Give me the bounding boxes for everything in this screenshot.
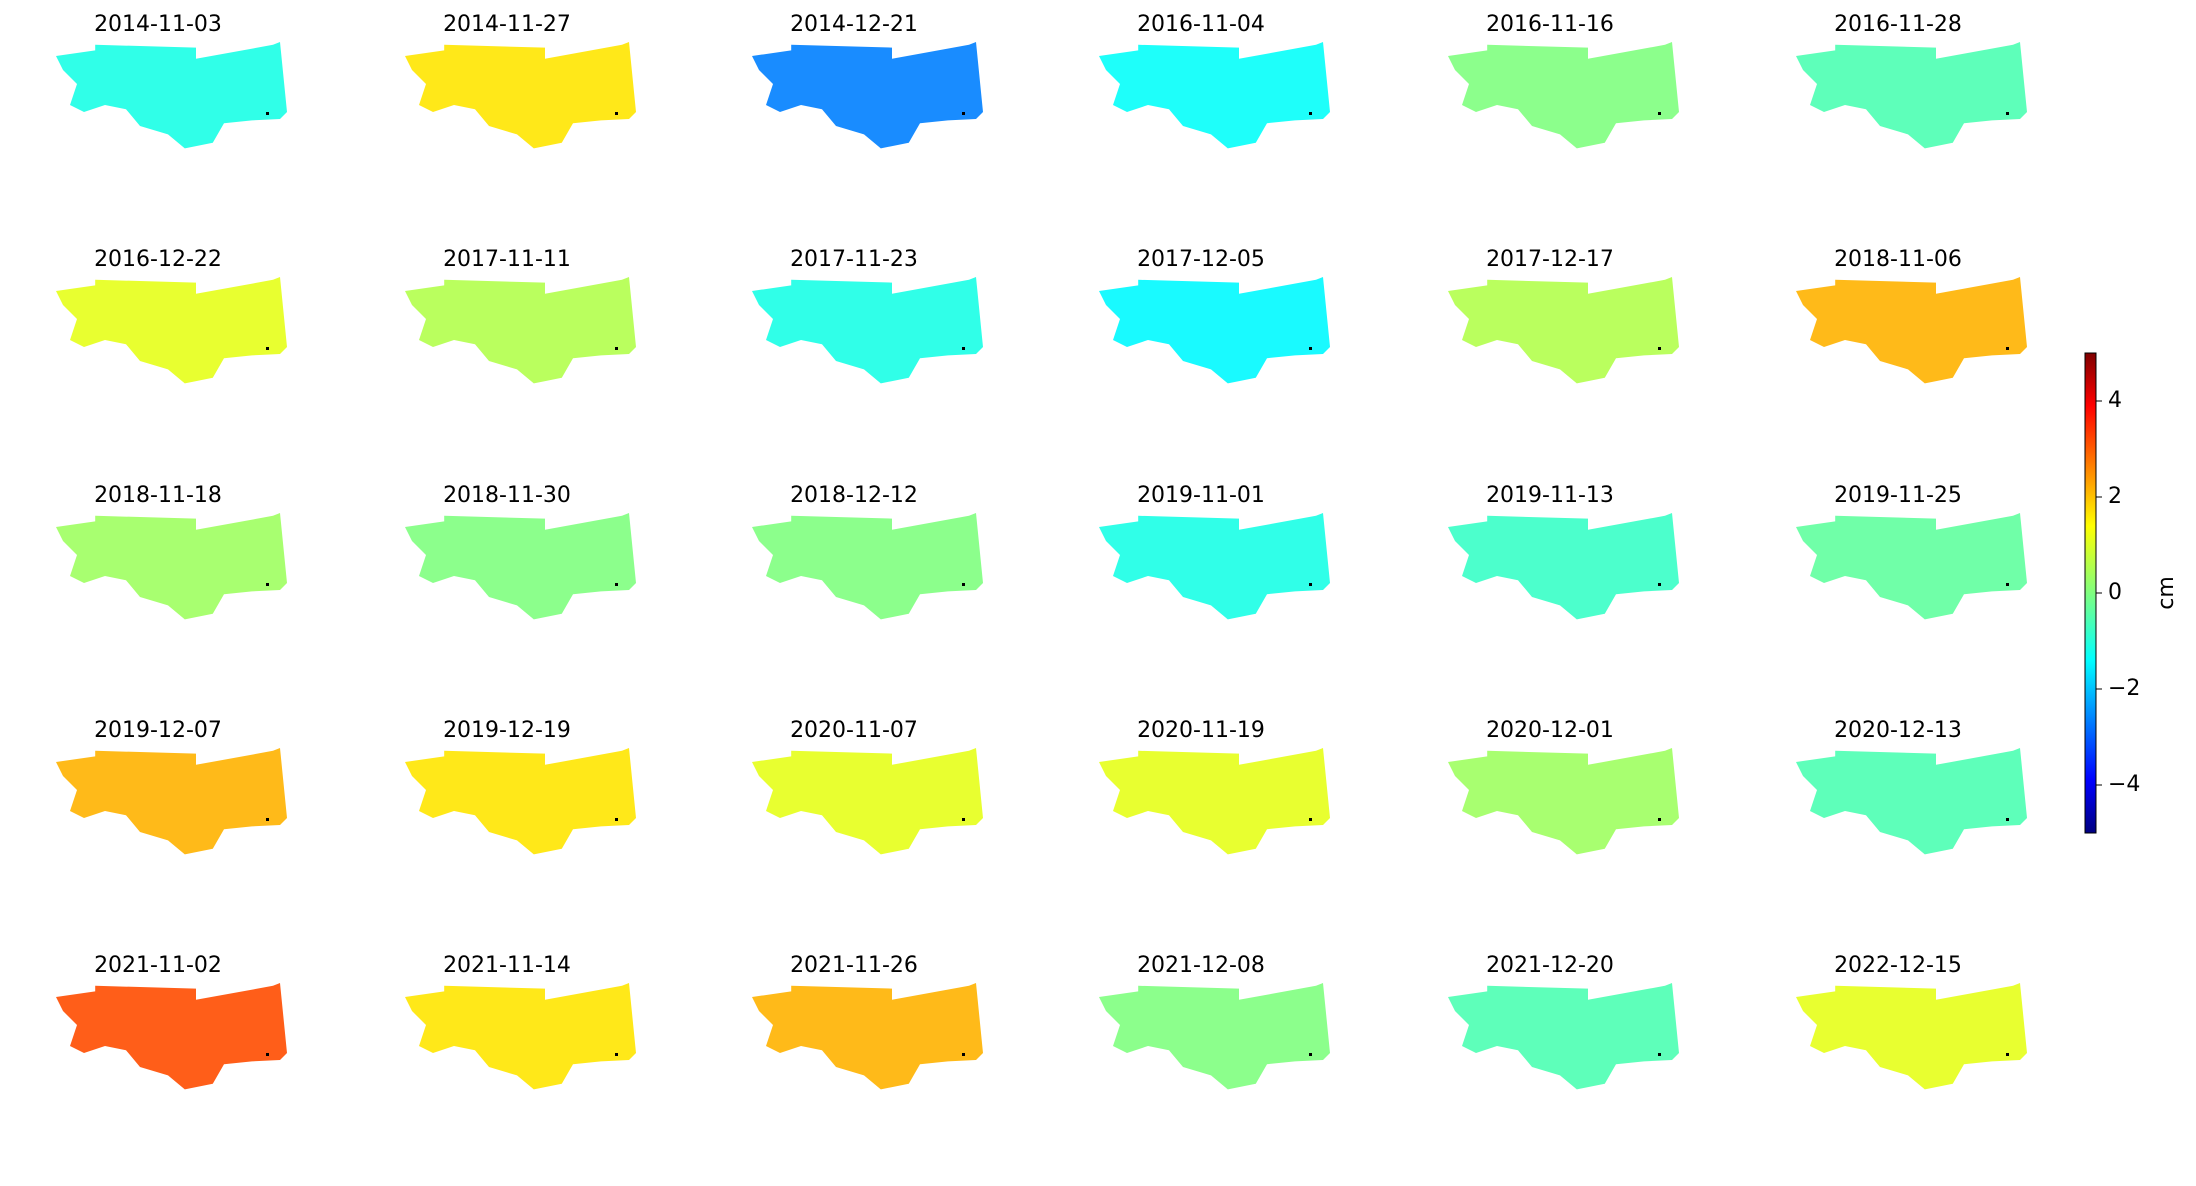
reference-point [1658,112,1661,115]
displacement-map [405,42,636,149]
displacement-map [1099,983,1330,1090]
displacement-map [56,983,287,1090]
panel-title: 2017-12-05 [1137,247,1265,272]
reference-point [962,347,965,350]
displacement-map [405,513,636,620]
displacement-map [752,748,983,855]
reference-point [2006,583,2009,586]
colorbar-tick-label: 0 [2108,580,2122,605]
panel-title: 2016-11-28 [1834,12,1962,37]
panel-title: 2021-12-08 [1137,953,1265,978]
panel-title: 2018-12-12 [790,483,918,508]
panel-title: 2020-12-01 [1486,718,1614,743]
displacement-map [1796,42,2027,149]
displacement-map [1796,277,2027,384]
panel-title: 2014-11-27 [443,12,571,37]
displacement-map [405,983,636,1090]
displacement-map [56,42,287,149]
displacement-map [56,277,287,384]
panel-title: 2014-11-03 [94,12,222,37]
panel-title: 2020-11-07 [790,718,918,743]
panel-title: 2019-11-13 [1486,483,1614,508]
displacement-map [1448,42,1679,149]
panel-title: 2018-11-06 [1834,247,1962,272]
displacement-map [1099,748,1330,855]
reference-point [962,583,965,586]
displacement-map [1099,277,1330,384]
reference-point [1658,583,1661,586]
panel-title: 2022-12-15 [1834,953,1962,978]
panel-title: 2019-12-07 [94,718,222,743]
reference-point [2006,347,2009,350]
reference-point [1309,818,1312,821]
displacement-map [56,513,287,620]
panel-title: 2014-12-21 [790,12,918,37]
reference-point [615,818,618,821]
colorbar-tick-label: −4 [2108,772,2140,797]
reference-point [266,818,269,821]
panel-title: 2019-11-25 [1834,483,1962,508]
panel-title: 2019-11-01 [1137,483,1265,508]
panel-title: 2021-11-26 [790,953,918,978]
reference-point [962,818,965,821]
panel-title: 2017-12-17 [1486,247,1614,272]
reference-point [962,112,965,115]
panel-title: 2021-11-14 [443,953,571,978]
colorbar-tick-label: −2 [2108,676,2140,701]
panel-title: 2016-11-04 [1137,12,1265,37]
reference-point [2006,112,2009,115]
displacement-map [1448,513,1679,620]
reference-point [615,112,618,115]
displacement-map [56,748,287,855]
displacement-map [1796,513,2027,620]
displacement-map [752,983,983,1090]
reference-point [615,347,618,350]
colorbar-tick-label: 4 [2108,388,2122,413]
displacement-map [1796,748,2027,855]
reference-point [266,112,269,115]
colorbar [2084,352,2097,834]
displacement-map [1796,983,2027,1090]
panel-title: 2020-12-13 [1834,718,1962,743]
panel-title: 2020-11-19 [1137,718,1265,743]
panel-title: 2021-12-20 [1486,953,1614,978]
reference-point [266,1053,269,1056]
reference-point [1658,1053,1661,1056]
panel-title: 2016-12-22 [94,247,222,272]
panel-title: 2016-11-16 [1486,12,1614,37]
displacement-map [1099,513,1330,620]
displacement-map [405,277,636,384]
reference-point [2006,1053,2009,1056]
reference-point [962,1053,965,1056]
panel-title: 2017-11-11 [443,247,571,272]
reference-point [2006,818,2009,821]
reference-point [1309,583,1312,586]
reference-point [1309,1053,1312,1056]
panel-title: 2018-11-30 [443,483,571,508]
reference-point [1309,112,1312,115]
panel-title: 2017-11-23 [790,247,918,272]
reference-point [266,583,269,586]
reference-point [615,583,618,586]
displacement-map [1448,277,1679,384]
displacement-map [752,277,983,384]
displacement-map [1448,748,1679,855]
displacement-map [1099,42,1330,149]
reference-point [1309,347,1312,350]
displacement-map [752,42,983,149]
displacement-map [752,513,983,620]
displacement-map [1448,983,1679,1090]
panel-title: 2018-11-18 [94,483,222,508]
panel-title: 2021-11-02 [94,953,222,978]
reference-point [1658,818,1661,821]
reference-point [615,1053,618,1056]
reference-point [266,347,269,350]
colorbar-label: cm [2154,576,2179,610]
displacement-map [405,748,636,855]
reference-point [1658,347,1661,350]
colorbar-tick-label: 2 [2108,484,2122,509]
panel-title: 2019-12-19 [443,718,571,743]
